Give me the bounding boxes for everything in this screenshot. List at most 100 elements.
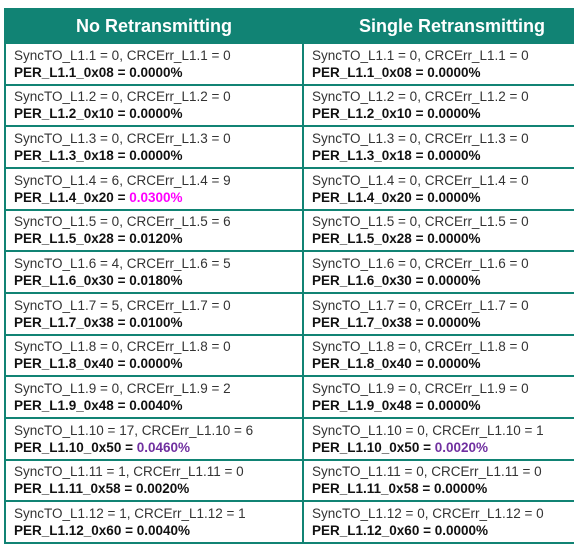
per-label: PER_L1.8_0x40 = — [14, 356, 130, 372]
per-value: 0.0000% — [433, 481, 488, 497]
per-value: 0.0000% — [129, 356, 183, 372]
cell-single-retransmitting: SyncTO_L1.9 = 0, CRCErr_L1.9 = 0 PER_L1.9… — [302, 375, 574, 419]
cell-single-retransmitting: SyncTO_L1.5 = 0, CRCErr_L1.5 = 0 PER_L1.5… — [302, 208, 574, 253]
cell-no-retransmitting: SyncTO_L1.4 = 6, CRCErr_L1.4 = 9 PER_L1.4… — [4, 166, 304, 211]
sync-crc-text: SyncTO_L1.8 = 0, CRCErr_L1.8 = 0 — [14, 339, 231, 355]
cell-no-retransmitting: SyncTO_L1.11 = 1, CRCErr_L1.11 = 0 PER_L1… — [4, 458, 304, 503]
per-label: PER_L1.8_0x40 = — [312, 356, 428, 372]
sync-crc-text: SyncTO_L1.11 = 1, CRCErr_L1.11 = 0 — [14, 464, 244, 480]
per-value: 0.0000% — [129, 148, 183, 164]
table-row: SyncTO_L1.5 = 0, CRCErr_L1.5 = 6 PER_L1.5… — [4, 208, 574, 253]
header-row: No Retransmitting Single Retransmitting — [4, 8, 574, 44]
sync-crc-text: SyncTO_L1.4 = 0, CRCErr_L1.4 = 0 — [312, 172, 529, 188]
per-line: PER_L1.6_0x30 = 0.0000% — [312, 272, 574, 289]
per-label: PER_L1.12_0x60 = — [14, 523, 137, 539]
per-value: 0.0020% — [135, 481, 190, 497]
sync-crc-text: SyncTO_L1.9 = 0, CRCErr_L1.9 = 2 — [14, 381, 231, 397]
per-value: 0.0040% — [129, 398, 183, 414]
sync-crc-text: SyncTO_L1.7 = 5, CRCErr_L1.7 = 0 — [14, 297, 231, 313]
sync-crc-text: SyncTO_L1.2 = 0, CRCErr_L1.2 = 0 — [312, 89, 529, 105]
cell-no-retransmitting: SyncTO_L1.12 = 1, CRCErr_L1.12 = 1 PER_L1… — [4, 500, 304, 544]
cell-single-retransmitting: SyncTO_L1.1 = 0, CRCErr_L1.1 = 0 PER_L1.1… — [302, 42, 574, 86]
per-line: PER_L1.9_0x48 = 0.0040% — [14, 397, 294, 414]
table-row: SyncTO_L1.7 = 5, CRCErr_L1.7 = 0 PER_L1.7… — [4, 291, 574, 336]
cell-no-retransmitting: SyncTO_L1.6 = 4, CRCErr_L1.6 = 5 PER_L1.6… — [4, 250, 304, 294]
sync-crc-text: SyncTO_L1.3 = 0, CRCErr_L1.3 = 0 — [312, 131, 529, 147]
sync-crc-text: SyncTO_L1.1 = 0, CRCErr_L1.1 = 0 — [312, 47, 529, 63]
cell-single-retransmitting: SyncTO_L1.4 = 0, CRCErr_L1.4 = 0 PER_L1.4… — [302, 166, 574, 211]
per-value: 0.0100% — [129, 314, 183, 330]
per-label: PER_L1.1_0x08 = — [14, 64, 130, 80]
sync-crc-text: SyncTO_L1.8 = 0, CRCErr_L1.8 = 0 — [312, 339, 529, 355]
cell-no-retransmitting: SyncTO_L1.3 = 0, CRCErr_L1.3 = 0 PER_L1.3… — [4, 125, 304, 169]
sync-crc-text: SyncTO_L1.12 = 0, CRCErr_L1.12 = 0 — [312, 506, 544, 522]
table-row: SyncTO_L1.9 = 0, CRCErr_L1.9 = 2 PER_L1.9… — [4, 375, 574, 419]
table-row: SyncTO_L1.4 = 6, CRCErr_L1.4 = 9 PER_L1.4… — [4, 166, 574, 211]
sync-crc-text: SyncTO_L1.10 = 17, CRCErr_L1.10 = 6 — [14, 422, 254, 438]
per-line: PER_L1.4_0x20 = 0.0300% — [14, 189, 294, 206]
cell-single-retransmitting: SyncTO_L1.8 = 0, CRCErr_L1.8 = 0 PER_L1.8… — [302, 333, 574, 378]
per-label: PER_L1.4_0x20 = — [14, 189, 130, 205]
per-value: 0.0000% — [427, 398, 481, 414]
per-label: PER_L1.9_0x48 = — [14, 398, 130, 414]
cell-no-retransmitting: SyncTO_L1.5 = 0, CRCErr_L1.5 = 6 PER_L1.5… — [4, 208, 304, 253]
per-label: PER_L1.5_0x28 = — [312, 231, 428, 247]
per-line: PER_L1.5_0x28 = 0.0000% — [312, 230, 574, 247]
sync-crc-text: SyncTO_L1.5 = 0, CRCErr_L1.5 = 6 — [14, 214, 231, 230]
cell-single-retransmitting: SyncTO_L1.3 = 0, CRCErr_L1.3 = 0 PER_L1.3… — [302, 125, 574, 169]
table-row: SyncTO_L1.6 = 4, CRCErr_L1.6 = 5 PER_L1.6… — [4, 250, 574, 294]
per-value: 0.0000% — [427, 148, 481, 164]
header-no-retransmitting: No Retransmitting — [4, 8, 304, 44]
per-line: PER_L1.11_0x58 = 0.0000% — [312, 480, 574, 497]
per-line: PER_L1.6_0x30 = 0.0180% — [14, 272, 294, 289]
per-value: 0.0300% — [129, 189, 183, 205]
per-value: 0.0000% — [427, 356, 481, 372]
per-label: PER_L1.7_0x38 = — [312, 314, 428, 330]
per-label: PER_L1.12_0x60 = — [312, 523, 435, 539]
per-line: PER_L1.11_0x58 = 0.0020% — [14, 480, 294, 497]
table-row: SyncTO_L1.11 = 1, CRCErr_L1.11 = 0 PER_L1… — [4, 458, 574, 503]
per-label: PER_L1.11_0x58 = — [14, 481, 136, 497]
per-value: 0.0000% — [129, 64, 183, 80]
per-line: PER_L1.10_0x50 = 0.0460% — [14, 439, 294, 456]
per-value: 0.0000% — [427, 106, 481, 122]
per-value: 0.0020% — [434, 439, 489, 455]
table-body: SyncTO_L1.1 = 0, CRCErr_L1.1 = 0 PER_L1.1… — [4, 42, 574, 544]
cell-single-retransmitting: SyncTO_L1.10 = 0, CRCErr_L1.10 = 1 PER_L1… — [302, 416, 574, 461]
per-value: 0.0000% — [427, 273, 481, 289]
per-label: PER_L1.11_0x58 = — [312, 481, 434, 497]
header-single-retransmitting: Single Retransmitting — [302, 8, 574, 44]
per-line: PER_L1.12_0x60 = 0.0000% — [312, 522, 574, 539]
per-line: PER_L1.4_0x20 = 0.0000% — [312, 189, 574, 206]
table-row: SyncTO_L1.1 = 0, CRCErr_L1.1 = 0 PER_L1.1… — [4, 42, 574, 86]
sync-crc-text: SyncTO_L1.6 = 4, CRCErr_L1.6 = 5 — [14, 256, 231, 272]
sync-crc-text: SyncTO_L1.12 = 1, CRCErr_L1.12 = 1 — [14, 506, 246, 522]
per-line: PER_L1.7_0x38 = 0.0000% — [312, 314, 574, 331]
per-line: PER_L1.5_0x28 = 0.0120% — [14, 230, 294, 247]
cell-single-retransmitting: SyncTO_L1.7 = 0, CRCErr_L1.7 = 0 PER_L1.7… — [302, 291, 574, 336]
sync-crc-text: SyncTO_L1.6 = 0, CRCErr_L1.6 = 0 — [312, 256, 529, 272]
cell-single-retransmitting: SyncTO_L1.6 = 0, CRCErr_L1.6 = 0 PER_L1.6… — [302, 250, 574, 294]
per-line: PER_L1.8_0x40 = 0.0000% — [312, 355, 574, 372]
per-value: 0.0040% — [136, 523, 191, 539]
per-value: 0.0000% — [427, 189, 481, 205]
sync-crc-text: SyncTO_L1.4 = 6, CRCErr_L1.4 = 9 — [14, 172, 231, 188]
cell-single-retransmitting: SyncTO_L1.12 = 0, CRCErr_L1.12 = 0 PER_L1… — [302, 500, 574, 544]
per-line: PER_L1.10_0x50 = 0.0020% — [312, 439, 574, 456]
per-value: 0.0180% — [129, 273, 183, 289]
sync-crc-text: SyncTO_L1.2 = 0, CRCErr_L1.2 = 0 — [14, 89, 231, 105]
per-value: 0.0000% — [427, 231, 481, 247]
sync-crc-text: SyncTO_L1.1 = 0, CRCErr_L1.1 = 0 — [14, 47, 231, 63]
results-table: No Retransmitting Single Retransmitting … — [4, 8, 574, 544]
per-value: 0.0000% — [434, 523, 489, 539]
table-row: SyncTO_L1.8 = 0, CRCErr_L1.8 = 0 PER_L1.8… — [4, 333, 574, 378]
per-value: 0.0000% — [427, 314, 481, 330]
per-value: 0.0120% — [129, 231, 183, 247]
per-line: PER_L1.7_0x38 = 0.0100% — [14, 314, 294, 331]
cell-single-retransmitting: SyncTO_L1.11 = 0, CRCErr_L1.11 = 0 PER_L1… — [302, 458, 574, 503]
table-row: SyncTO_L1.2 = 0, CRCErr_L1.2 = 0 PER_L1.2… — [4, 83, 574, 128]
per-line: PER_L1.9_0x48 = 0.0000% — [312, 397, 574, 414]
per-label: PER_L1.5_0x28 = — [14, 231, 130, 247]
per-label: PER_L1.6_0x30 = — [14, 273, 130, 289]
per-line: PER_L1.2_0x10 = 0.0000% — [312, 105, 574, 122]
